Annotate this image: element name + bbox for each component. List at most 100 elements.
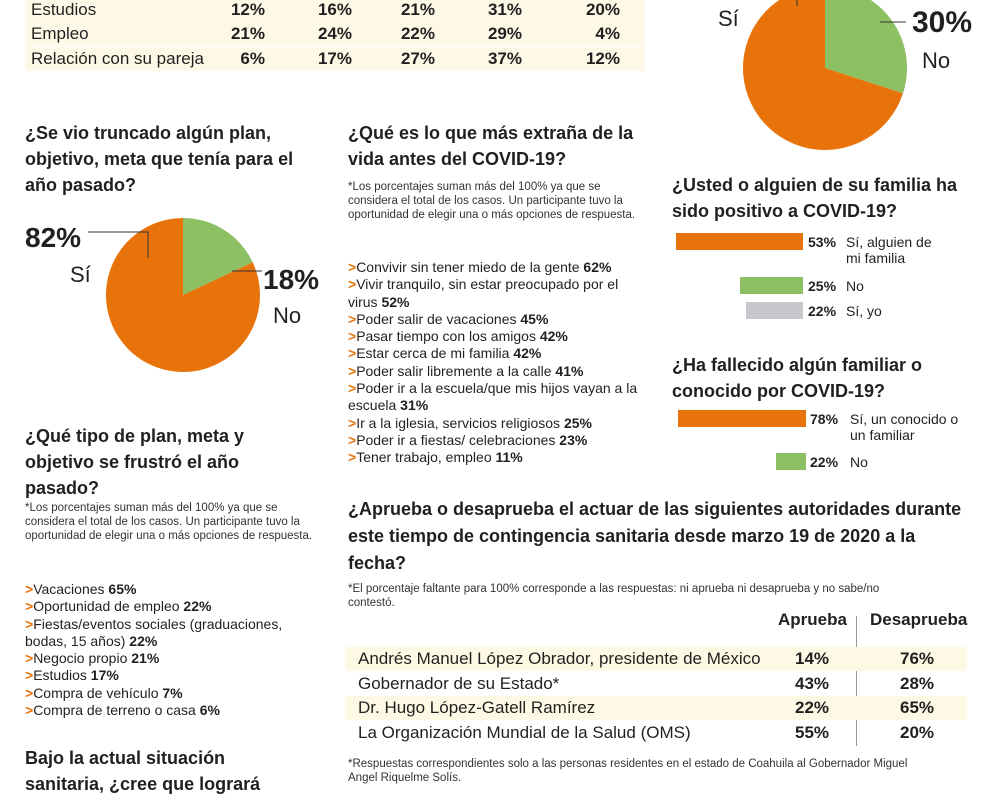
table-row: Estudios 12% 16% 21% 31% 20% — [25, 0, 645, 22]
item-pct: 41% — [555, 362, 584, 379]
frustrated-list: >Vacaciones 65% >Oportunidad de empleo 22… — [25, 581, 315, 719]
bar-deceased-yes — [678, 410, 806, 427]
list-item: >Oportunidad de empleo 22% — [25, 598, 315, 615]
pie-plan-no-label: No — [273, 303, 302, 328]
item-text: Vacaciones — [33, 581, 105, 597]
cell: 12% — [585, 49, 620, 68]
authority-name: Gobernador de su Estado* — [358, 673, 560, 693]
item-pct: 21% — [131, 650, 160, 667]
approve-pct: 55% — [795, 723, 830, 743]
list-item: >Poder ir a fiestas/ celebraciones 23% — [348, 432, 643, 449]
item-pct: 17% — [90, 667, 119, 684]
item-pct: 11% — [495, 449, 523, 466]
bar-value: 78% — [810, 411, 839, 427]
item-text: Compra de terreno o casa — [33, 702, 196, 719]
item-text: Convivir sin tener miedo de la gente — [356, 259, 580, 275]
cell: 27% — [400, 49, 435, 68]
authority-name: Dr. Hugo López-Gatell Ramírez — [358, 698, 596, 718]
item-text: Negocio propio — [33, 650, 128, 667]
deceased-title: ¿Ha fallecido algún familiar o conocido … — [672, 355, 923, 401]
cell: 31% — [487, 0, 522, 19]
arrow-icon: > — [25, 684, 34, 701]
row-label: Empleo — [31, 24, 89, 43]
arrow-icon: > — [348, 276, 357, 293]
row-label: Relación con su pareja — [31, 49, 204, 68]
col-approve: Aprueba — [778, 610, 847, 629]
list-item: >Poder salir libremente a la calle 41% — [348, 363, 643, 380]
cell: 17% — [317, 49, 352, 68]
bar-positive-self — [746, 302, 803, 319]
item-text: Estar cerca de mi familia — [356, 345, 510, 362]
arrow-icon: > — [348, 345, 357, 362]
pie-top-no-pct: 30% — [912, 6, 973, 39]
approval-title: ¿Aprueba o desaprueba el actuar de las s… — [348, 499, 962, 573]
item-text: Poder ir a la escuela/que mis hijos vaya… — [348, 380, 638, 414]
bar-label: Sí, alguien de mi familia — [846, 234, 932, 266]
arrow-icon: > — [348, 449, 357, 466]
item-pct: 6% — [199, 702, 220, 719]
approve-pct: 22% — [795, 698, 830, 718]
disapprove-pct: 28% — [900, 673, 935, 693]
list-item: >Convivir sin tener miedo de la gente 62… — [348, 259, 643, 276]
pie-plan-yes-label: Sí — [70, 262, 91, 287]
item-pct: 23% — [559, 431, 588, 448]
item-pct: 45% — [520, 310, 549, 327]
disapprove-pct: 65% — [900, 698, 935, 718]
list-item: >Pasar tiempo con los amigos 42% — [348, 328, 643, 345]
list-item: >Compra de vehículo 7% — [25, 685, 315, 702]
pie-top — [743, 0, 907, 150]
col-disapprove: Desaprueba — [870, 610, 968, 629]
pie-top-no-label: No — [922, 48, 951, 73]
authority-name: Andrés Manuel López Obrador, presidente … — [358, 649, 761, 668]
cell: 37% — [487, 49, 522, 68]
plan-title: ¿Se vio truncado algún plan, objetivo, m… — [25, 123, 294, 195]
table-row: Dr. Hugo López-Gatell Ramírez 22% 65% — [345, 696, 967, 721]
approval-note: *El porcentaje faltante para 100% corres… — [348, 583, 880, 609]
bar-value: 22% — [810, 454, 839, 470]
list-item: >Tener trabajo, empleo 11% — [348, 449, 643, 466]
item-pct: 31% — [400, 397, 429, 414]
item-text: Oportunidad de empleo — [33, 598, 180, 615]
pie-slice — [183, 218, 253, 295]
pie-slice — [825, 0, 907, 94]
pie-top-yes-label: Sí — [718, 6, 739, 31]
cell: 21% — [230, 24, 265, 43]
table-row: La Organización Mundial de la Salud (OMS… — [345, 721, 967, 745]
list-item: >Vivir tranquilo, sin estar preocupado p… — [348, 276, 643, 311]
bar-label: No — [846, 278, 864, 294]
disapprove-pct: 20% — [900, 723, 935, 743]
item-pct: 42% — [513, 345, 542, 362]
item-text: Poder salir libremente a la calle — [356, 362, 552, 379]
item-text: Poder salir de vacaciones — [356, 310, 517, 327]
frustrated-note: *Los porcentajes suman más del 100% ya q… — [25, 502, 313, 542]
arrow-icon: > — [348, 362, 357, 379]
item-pct: 7% — [162, 684, 183, 701]
cell: 12% — [230, 0, 265, 19]
cell: 4% — [595, 24, 620, 43]
missed-title: ¿Qué es lo que más extraña de la vida an… — [348, 123, 634, 169]
pie-slice — [105, 218, 260, 372]
item-text: Fiestas/eventos sociales (graduaciones, … — [25, 615, 283, 649]
arrow-icon: > — [348, 414, 357, 431]
pie-plan-no-pct: 18% — [263, 264, 320, 295]
cell: 29% — [487, 24, 522, 43]
cell: 20% — [585, 0, 620, 19]
item-pct: 42% — [539, 328, 568, 345]
list-item: >Vacaciones 65% — [25, 581, 315, 598]
cell: 24% — [317, 24, 352, 43]
cell: 22% — [400, 24, 435, 43]
table-row: Andrés Manuel López Obrador, presidente … — [345, 647, 967, 671]
arrow-icon: > — [348, 431, 357, 448]
arrow-icon: > — [348, 310, 357, 327]
item-text: Compra de vehículo — [33, 684, 159, 701]
cell: 21% — [400, 0, 435, 19]
arrow-icon: > — [348, 328, 357, 345]
table-row: Gobernador de su Estado* 43% 28% — [345, 672, 967, 696]
bajo-title: Bajo la actual situación sanitaria, ¿cre… — [25, 748, 261, 794]
arrow-icon: > — [348, 380, 357, 397]
column-divider — [856, 616, 857, 746]
item-pct: 22% — [129, 632, 158, 649]
bar-label: No — [850, 454, 868, 470]
item-pct: 25% — [563, 414, 592, 431]
list-item: >Negocio propio 21% — [25, 650, 315, 667]
